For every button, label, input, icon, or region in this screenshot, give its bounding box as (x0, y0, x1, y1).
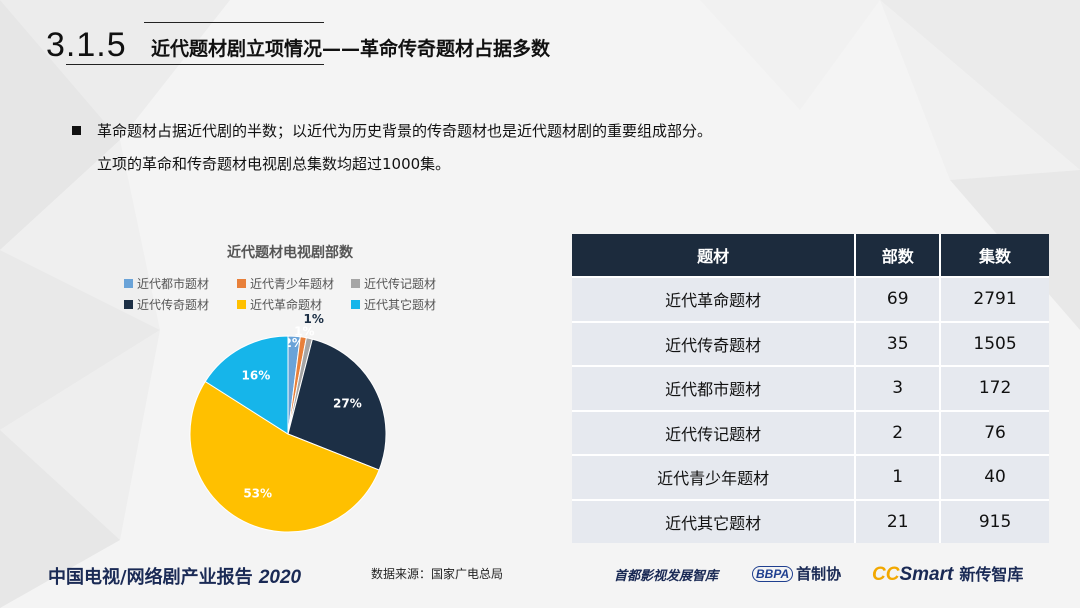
cell-count: 21 (856, 498, 942, 543)
bullet-text-1: 革命题材占据近代剧的半数；以近代为历史背景的传奇题材也是近代题材剧的重要组成部分… (97, 122, 713, 140)
legend-swatch (351, 300, 360, 309)
table-row: 近代青少年题材 1 40 (572, 454, 1049, 499)
report-title-text: 中国电视/网络剧产业报告 (48, 567, 253, 588)
header-count: 部数 (856, 234, 942, 276)
legend-swatch (351, 279, 360, 288)
legend-item-geming: 近代革命题材 (237, 296, 322, 313)
cell-theme: 近代都市题材 (572, 365, 857, 410)
legend-swatch (237, 279, 246, 288)
cell-count: 1 (856, 454, 942, 499)
title-underline (66, 64, 144, 65)
legend-swatch (237, 300, 246, 309)
cell-theme: 近代传奇题材 (572, 320, 857, 365)
table-header-row: 题材 部数 集数 (572, 234, 1049, 276)
cell-episodes: 172 (941, 365, 1049, 410)
legend-swatch (124, 300, 133, 309)
legend-swatch (124, 279, 133, 288)
ccsmart-cc: CC (872, 564, 900, 585)
table-row: 近代传记题材 2 76 (572, 409, 1049, 454)
header-episodes: 集数 (941, 234, 1049, 276)
legend-label: 近代都市题材 (137, 277, 210, 291)
chart-title: 近代题材电视剧部数 (227, 245, 353, 261)
cell-episodes: 40 (941, 454, 1049, 499)
ccsmart-text: 新传智库 (959, 565, 1024, 584)
cell-episodes: 76 (941, 409, 1049, 454)
logo-ccsmart: CC Smart 新传智库 (872, 561, 1023, 586)
table-row: 近代传奇题材 35 1505 (572, 320, 1049, 365)
legend-item-qingshaonian: 近代青少年题材 (237, 275, 334, 292)
cell-episodes: 915 (941, 498, 1049, 543)
legend-label: 近代革命题材 (250, 298, 323, 312)
ccsmart-smart: Smart (899, 564, 954, 585)
report-year: 2020 (258, 567, 302, 588)
table-row: 近代其它题材 21 915 (572, 498, 1049, 543)
legend-label: 近代青少年题材 (250, 277, 335, 291)
section-number: 3.1.5 (46, 26, 127, 64)
cell-theme: 近代传记题材 (572, 409, 857, 454)
data-source: 数据来源：国家广电总局 (371, 567, 504, 581)
bullet-square-icon (72, 126, 81, 135)
legend-item-chuanqi: 近代传奇题材 (124, 296, 209, 313)
bbpa-badge: BBPA (752, 565, 794, 582)
cell-theme: 近代青少年题材 (572, 454, 857, 499)
cell-count: 69 (856, 276, 942, 321)
header-theme: 题材 (572, 234, 857, 276)
bbpa-text: 首制协 (796, 565, 842, 583)
report-title: 中国电视/网络剧产业报告 2020 (48, 563, 301, 589)
cell-count: 2 (856, 409, 942, 454)
title-topline (144, 22, 324, 23)
legend-item-dushi: 近代都市题材 (124, 275, 209, 292)
bullet-text-2: 立项的革命和传奇题材电视剧总集数均超过1000集。 (97, 155, 451, 173)
legend-item-zhuanji: 近代传记题材 (351, 275, 436, 292)
table-row: 近代都市题材 3 172 (572, 365, 1049, 410)
legend-label: 近代传奇题材 (137, 298, 210, 312)
cell-count: 35 (856, 320, 942, 365)
cell-theme: 近代革命题材 (572, 276, 857, 321)
title-bottomline (144, 64, 324, 65)
legend-item-qita: 近代其它题材 (351, 296, 436, 313)
data-table: 题材 部数 集数 近代革命题材 69 2791 近代传奇题材 35 1505 近… (572, 234, 1049, 543)
logo-capital-film-think-tank: 首都影视发展智库 (614, 569, 719, 584)
legend-label: 近代其它题材 (364, 298, 437, 312)
table-row: 近代革命题材 69 2791 (572, 276, 1049, 321)
page-title: 近代题材剧立项情况——革命传奇题材占据多数 (151, 38, 551, 60)
cell-episodes: 2791 (941, 276, 1049, 321)
cell-episodes: 1505 (941, 320, 1049, 365)
cell-count: 3 (856, 365, 942, 410)
legend-label: 近代传记题材 (364, 277, 437, 291)
cell-theme: 近代其它题材 (572, 498, 857, 543)
logo-bbpa: BBPA 首制协 (752, 563, 841, 584)
